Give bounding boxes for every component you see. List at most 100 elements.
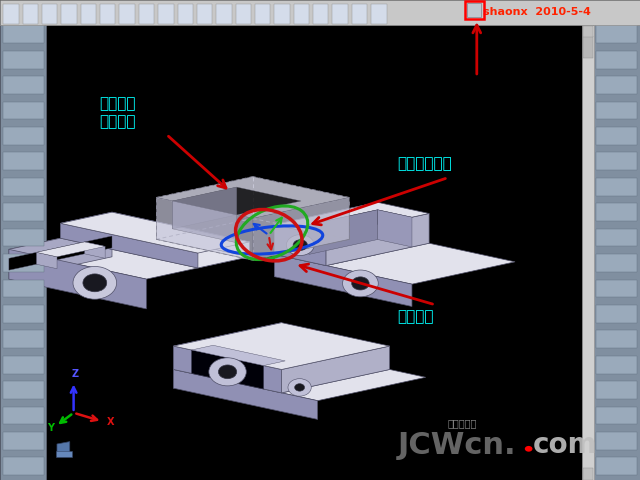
Circle shape	[73, 266, 116, 299]
Polygon shape	[275, 203, 429, 265]
Polygon shape	[253, 198, 349, 260]
Bar	[294, 4, 309, 24]
Bar	[596, 305, 637, 323]
Bar	[583, 26, 593, 37]
Text: 旋转基点: 旋转基点	[397, 309, 433, 324]
Polygon shape	[172, 201, 237, 243]
Bar	[465, 1, 484, 19]
Bar	[371, 4, 387, 24]
Bar	[3, 153, 44, 170]
Bar	[3, 178, 44, 196]
Polygon shape	[191, 345, 285, 366]
Bar	[3, 356, 44, 373]
Bar	[3, 330, 44, 348]
Polygon shape	[172, 187, 237, 229]
Bar	[582, 25, 594, 480]
Polygon shape	[309, 210, 412, 232]
Polygon shape	[60, 223, 198, 268]
Polygon shape	[275, 203, 378, 254]
Bar	[3, 279, 44, 297]
Polygon shape	[173, 370, 317, 420]
Bar	[0, 0, 640, 25]
Bar	[596, 279, 637, 297]
Polygon shape	[112, 212, 250, 257]
Bar	[596, 76, 637, 94]
Polygon shape	[60, 212, 112, 238]
Polygon shape	[9, 227, 112, 279]
Polygon shape	[9, 227, 250, 279]
Polygon shape	[172, 187, 301, 215]
Bar	[0, 25, 46, 480]
Polygon shape	[282, 346, 390, 393]
Polygon shape	[326, 214, 429, 265]
Bar	[583, 468, 593, 480]
Text: 三维旋转命令: 三维旋转命令	[397, 156, 452, 171]
Circle shape	[525, 446, 532, 452]
Text: com: com	[533, 432, 598, 459]
Bar	[332, 4, 348, 24]
Bar	[42, 4, 58, 24]
Circle shape	[286, 235, 314, 255]
Bar	[596, 229, 637, 247]
Bar	[596, 330, 637, 348]
Bar	[596, 356, 637, 373]
Bar	[61, 4, 77, 24]
Bar	[583, 36, 593, 58]
Bar	[594, 25, 640, 480]
Bar	[22, 4, 38, 24]
Bar	[3, 432, 44, 450]
Polygon shape	[309, 210, 378, 254]
Polygon shape	[9, 236, 112, 270]
Polygon shape	[156, 198, 253, 260]
Bar	[120, 4, 135, 24]
Bar	[596, 254, 637, 272]
Polygon shape	[57, 442, 70, 456]
Bar	[46, 25, 582, 480]
Circle shape	[352, 277, 369, 290]
Bar	[3, 229, 44, 247]
Bar	[158, 4, 173, 24]
Bar	[352, 4, 367, 24]
Text: JCWcn.: JCWcn.	[398, 431, 516, 460]
Bar	[596, 25, 637, 43]
Polygon shape	[173, 346, 282, 388]
Circle shape	[218, 365, 237, 379]
Polygon shape	[36, 252, 57, 269]
Bar	[255, 4, 270, 24]
Polygon shape	[173, 323, 282, 370]
Polygon shape	[275, 232, 378, 276]
Circle shape	[342, 270, 378, 297]
Bar	[236, 4, 251, 24]
Bar	[3, 457, 44, 475]
Bar	[596, 102, 637, 120]
Bar	[3, 254, 44, 272]
Text: shaonx  2010-5-4: shaonx 2010-5-4	[483, 8, 591, 17]
Polygon shape	[36, 242, 105, 257]
Bar	[596, 407, 637, 424]
Polygon shape	[173, 323, 390, 393]
Bar	[3, 305, 44, 323]
Bar	[3, 381, 44, 399]
Polygon shape	[275, 232, 515, 284]
Bar	[3, 127, 44, 145]
Bar	[313, 4, 328, 24]
Text: Y: Y	[47, 423, 54, 433]
Circle shape	[293, 240, 307, 251]
Polygon shape	[275, 203, 429, 236]
Circle shape	[83, 274, 107, 292]
Circle shape	[288, 379, 311, 396]
Bar	[596, 127, 637, 145]
Bar	[3, 407, 44, 424]
Bar	[216, 4, 232, 24]
Bar	[596, 204, 637, 221]
Polygon shape	[156, 177, 349, 218]
Bar	[3, 51, 44, 69]
Bar	[81, 4, 96, 24]
Bar	[100, 4, 115, 24]
Bar	[3, 102, 44, 120]
Bar	[596, 178, 637, 196]
Bar	[3, 76, 44, 94]
Polygon shape	[173, 323, 390, 370]
Bar	[3, 204, 44, 221]
Polygon shape	[275, 225, 326, 265]
